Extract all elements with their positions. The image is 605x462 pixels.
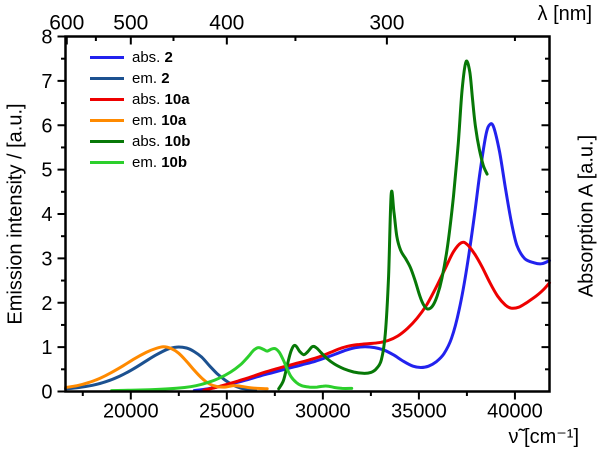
legend-line-swatch [90, 56, 124, 59]
legend-line-swatch [90, 140, 124, 143]
y-axis-tick-label: 6 [41, 115, 52, 137]
y-axis-tick-label: 3 [41, 248, 52, 270]
legend-item-abs-10a: abs. 10a [90, 89, 190, 110]
y-axis-tick-label: 1 [41, 337, 52, 359]
top-axis-tick-label: 600 [49, 12, 84, 35]
legend-label: em. 10a [132, 112, 186, 129]
right-axis-title: Absorption A [a.u.] [575, 134, 598, 298]
legend-item-em-10b: em. 10b [90, 152, 190, 173]
top-axis-title: λ [nm] [537, 3, 592, 25]
x-axis-tick-label: 35000 [391, 401, 447, 423]
legend-line-swatch [90, 77, 124, 80]
legend-label-compound: 2 [161, 70, 170, 87]
x-axis-tick-label: 40000 [487, 401, 543, 423]
y-axis-tick-label: 7 [41, 71, 52, 93]
series-curve-em-10b [110, 346, 354, 393]
series-curve-em-10a [64, 345, 269, 391]
legend-label-compound: 10a [161, 112, 187, 129]
x-axis-tick-label: 25000 [199, 401, 255, 423]
legend-label-prefix: abs. [132, 49, 165, 66]
legend-label: em. 2 [132, 70, 170, 87]
y-axis-tick-label: 4 [41, 204, 52, 226]
legend-label: abs. 10b [132, 133, 190, 150]
legend-label-prefix: em. [132, 112, 162, 129]
x-axis-tick-label: 30000 [295, 401, 351, 423]
legend-item-em-2: em. 2 [90, 68, 190, 89]
series-curve-abs-10b [277, 59, 489, 391]
legend-label-compound: 2 [164, 49, 173, 66]
left-axis-title: Emission intensity / [a.u.] [4, 103, 27, 325]
legend-label: em. 10b [132, 154, 187, 171]
legend-line-swatch [90, 98, 124, 101]
legend-label-compound: 10b [161, 154, 188, 171]
legend-label-prefix: abs. [132, 133, 165, 150]
y-axis-tick-label: 2 [41, 293, 52, 315]
legend-label: abs. 10a [132, 91, 190, 108]
legend-line-swatch [90, 161, 124, 164]
legend-item-em-10a: em. 10a [90, 110, 190, 131]
y-axis-tick-label: 8 [41, 27, 52, 49]
legend-item-abs-2: abs. 2 [90, 47, 190, 68]
legend-line-swatch [90, 119, 124, 122]
top-axis-tick-label: 400 [209, 12, 244, 35]
top-axis-tick-label: 300 [369, 12, 404, 35]
series-curve-abs-2 [192, 122, 551, 393]
legend: abs. 2 em. 2 abs. 10a em. 10a abs. 10b em. 10… [90, 47, 190, 173]
series-curve-abs-10a [202, 240, 551, 392]
legend-label-compound: 10b [164, 133, 191, 150]
legend-label-prefix: em. [132, 154, 162, 171]
top-axis-tick-label: 500 [113, 12, 148, 35]
y-axis-tick-label: 5 [41, 160, 52, 182]
legend-label: abs. 2 [132, 49, 173, 66]
y-axis-tick-label: 0 [41, 382, 52, 404]
x-axis-tick-label: 20000 [103, 401, 159, 423]
legend-label-prefix: em. [132, 70, 162, 87]
legend-label-compound: 10a [164, 91, 190, 108]
bottom-axis-title: ν̃ [cm⁻¹] [508, 426, 579, 448]
legend-item-abs-10b: abs. 10b [90, 131, 190, 152]
legend-label-prefix: abs. [132, 91, 165, 108]
